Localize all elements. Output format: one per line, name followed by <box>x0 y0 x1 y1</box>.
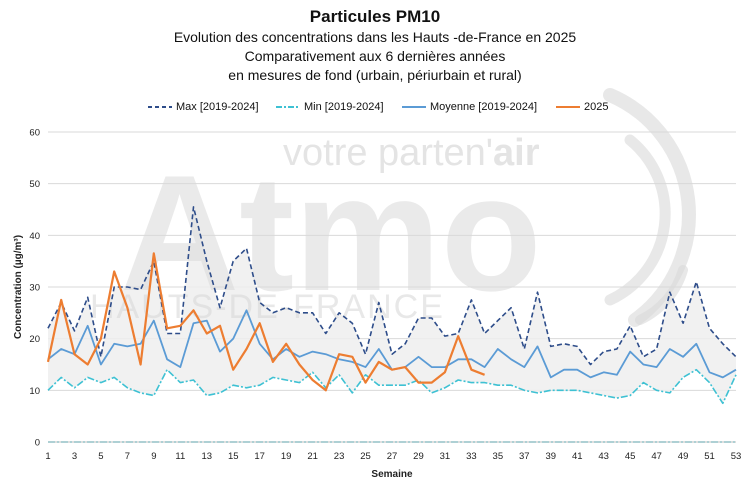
x-tick-label: 1 <box>45 451 50 462</box>
x-tick-label: 5 <box>98 451 103 462</box>
chart-legend: Max [2019-2024] Min [2019-2024] Moyenne … <box>0 101 750 119</box>
legend-swatch-min <box>276 106 300 108</box>
series-line-2025 <box>46 252 485 392</box>
x-tick-label: 45 <box>625 451 636 462</box>
x-axis-title: Semaine <box>371 469 413 480</box>
x-tick-label: 7 <box>125 451 130 462</box>
x-tick-label: 11 <box>175 451 185 462</box>
x-tick-label: 53 <box>731 451 742 462</box>
y-tick-label: 50 <box>29 179 40 190</box>
chart-title: Particules PM10 <box>309 7 441 26</box>
legend-label-min: Min [2019-2024] <box>304 101 384 113</box>
x-tick-label: 37 <box>519 451 530 462</box>
min-max-band <box>48 206 736 404</box>
band-area <box>48 206 736 404</box>
x-tick-label: 29 <box>413 451 424 462</box>
series-line-max <box>47 206 737 366</box>
chart-subtitle-line-1: Evolution des concentrations dans les Ha… <box>173 29 577 45</box>
x-tick-label: 51 <box>704 451 715 462</box>
legend-swatch-2025 <box>556 106 580 108</box>
x-tick-label: 3 <box>72 451 77 462</box>
x-tick-label: 33 <box>466 451 477 462</box>
x-tick-label: 25 <box>360 451 371 462</box>
chart-subtitle-line-2: Comparativement aux 6 dernières années <box>244 48 506 64</box>
y-tick-label: 30 <box>29 283 40 294</box>
x-tick-label: 31 <box>440 451 451 462</box>
legend-item-max: Max [2019-2024] <box>148 101 259 113</box>
chart-subtitle-line-3: en mesures de fond (urbain, périurbain e… <box>228 67 522 83</box>
y-tick-label: 40 <box>29 231 40 242</box>
legend-label-2025: 2025 <box>584 101 609 113</box>
chart-header: Particules PM10 Evolution des concentrat… <box>0 6 750 85</box>
x-tick-label: 35 <box>493 451 504 462</box>
x-tick-label: 19 <box>281 451 292 462</box>
legend-item-moyenne: Moyenne [2019-2024] <box>402 101 537 113</box>
watermark-slogan: votre parten'air <box>283 132 540 174</box>
x-tick-label: 17 <box>254 451 265 462</box>
y-tick-label: 20 <box>29 334 40 345</box>
legend-item-2025: 2025 <box>556 101 608 113</box>
x-tick-label: 27 <box>387 451 398 462</box>
legend-label-max: Max [2019-2024] <box>176 101 259 113</box>
x-tick-label: 43 <box>598 451 609 462</box>
x-tick-label: 41 <box>572 451 583 462</box>
watermark-arc-middle <box>604 134 671 306</box>
watermark-slogan-prefix: votre parten' <box>283 132 493 174</box>
legend-swatch-max <box>148 106 172 108</box>
x-axis: 1 3 5 7 9 11 13 15 17 19 21 23 25 27 29 31 33 35 37 39 41 43 4… <box>45 441 742 462</box>
watermark-region: HAUTS-DE-FRANCE <box>90 288 445 326</box>
y-axis-title: Concentration (µg/m³) <box>13 235 24 339</box>
watermark-arc-inner <box>635 265 688 325</box>
series-line-min <box>47 368 737 405</box>
atmo-watermark: Atmo votre parten'air HAUTS-DE-FRANCE <box>90 88 696 327</box>
x-tick-label: 47 <box>651 451 662 462</box>
x-tick-label: 9 <box>151 451 156 462</box>
y-tick-label: 10 <box>29 386 40 397</box>
x-tick-label: 49 <box>678 451 689 462</box>
x-tick-label: 21 <box>307 451 318 462</box>
legend-swatch-moyenne <box>402 106 426 108</box>
legend-label-moyenne: Moyenne [2019-2024] <box>430 101 538 113</box>
x-tick-label: 15 <box>228 451 239 462</box>
y-tick-label: 0 <box>35 438 40 449</box>
x-tick-label: 13 <box>201 451 212 462</box>
x-tick-label: 23 <box>334 451 345 462</box>
y-axis: 0 10 20 30 40 50 60 <box>29 128 40 449</box>
watermark-slogan-suffix: air <box>493 132 540 174</box>
x-tick-label: 39 <box>545 451 556 462</box>
y-tick-label: 60 <box>29 128 40 139</box>
watermark-arc-outer <box>603 88 696 327</box>
legend-item-min: Min [2019-2024] <box>276 101 384 113</box>
